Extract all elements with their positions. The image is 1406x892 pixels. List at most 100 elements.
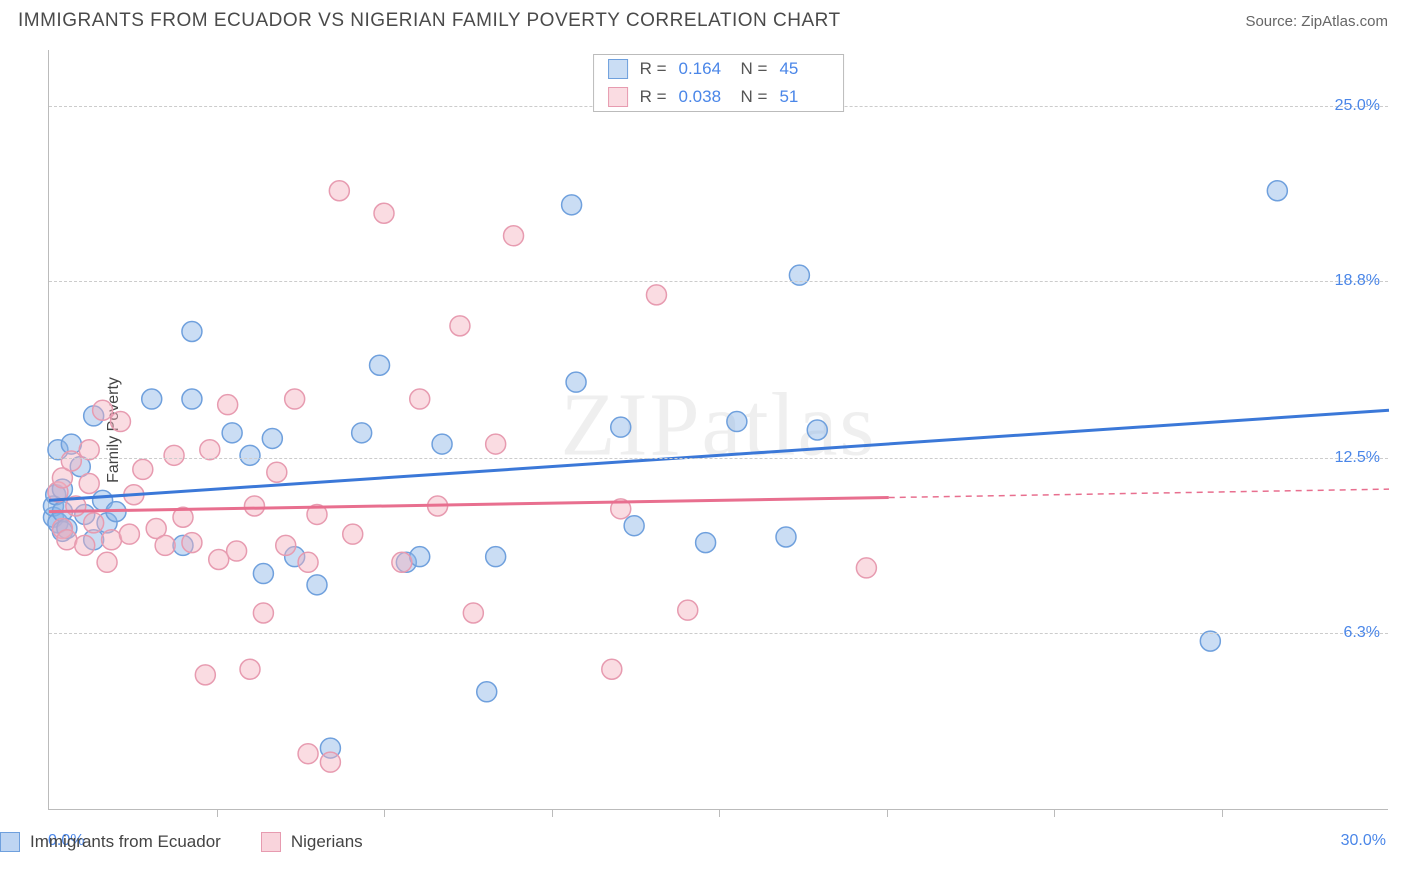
data-point [182, 533, 202, 553]
data-point [463, 603, 483, 623]
data-point [410, 547, 430, 567]
data-point [486, 434, 506, 454]
data-point [119, 524, 139, 544]
data-point [110, 412, 130, 432]
data-point [611, 417, 631, 437]
data-point [267, 462, 287, 482]
data-point [1200, 631, 1220, 651]
data-point [262, 428, 282, 448]
data-point [102, 530, 122, 550]
n-label: N = [741, 59, 768, 79]
data-point [253, 603, 273, 623]
data-point [646, 285, 666, 305]
data-point [285, 389, 305, 409]
y-tick-label: 25.0% [1335, 97, 1380, 115]
data-point [240, 445, 260, 465]
gridline [49, 458, 1388, 459]
n-value-nigerians: 51 [779, 87, 829, 107]
data-point [142, 389, 162, 409]
x-tick [217, 809, 218, 817]
data-point [155, 535, 175, 555]
data-point [1267, 181, 1287, 201]
x-tick [1054, 809, 1055, 817]
data-point [776, 527, 796, 547]
data-point [602, 659, 622, 679]
data-point [253, 564, 273, 584]
data-point [432, 434, 452, 454]
chart-plot-area: Family Poverty ZIPatlas R = 0.164 N = 45… [48, 50, 1388, 810]
data-point [195, 665, 215, 685]
data-point [133, 459, 153, 479]
data-point [329, 181, 349, 201]
data-point [93, 400, 113, 420]
data-point [727, 412, 747, 432]
legend-label-nigerians: Nigerians [291, 832, 363, 852]
data-point [696, 533, 716, 553]
data-point [79, 440, 99, 460]
data-point [450, 316, 470, 336]
data-point [244, 496, 264, 516]
data-point [298, 744, 318, 764]
data-point [320, 752, 340, 772]
legend-item-nigerians: Nigerians [261, 832, 363, 852]
chart-title: IMMIGRANTS FROM ECUADOR VS NIGERIAN FAMI… [18, 10, 841, 32]
data-point [624, 516, 644, 536]
y-tick-label: 6.3% [1344, 624, 1380, 642]
y-tick-label: 12.5% [1335, 449, 1380, 467]
data-point [856, 558, 876, 578]
data-point [79, 473, 99, 493]
data-point [218, 395, 238, 415]
data-point [307, 575, 327, 595]
n-value-ecuador: 45 [779, 59, 829, 79]
r-label: R = [640, 59, 667, 79]
correlation-legend: R = 0.164 N = 45 R = 0.038 N = 51 [593, 54, 845, 112]
data-point [222, 423, 242, 443]
data-point [374, 203, 394, 223]
swatch-ecuador [608, 59, 628, 79]
data-point [209, 549, 229, 569]
n-label: N = [741, 87, 768, 107]
data-point [75, 535, 95, 555]
x-tick [384, 809, 385, 817]
data-point [562, 195, 582, 215]
y-tick-label: 18.8% [1335, 272, 1380, 290]
swatch-nigerians [608, 87, 628, 107]
data-point [504, 226, 524, 246]
data-point [182, 389, 202, 409]
legend-row-nigerians: R = 0.038 N = 51 [594, 83, 844, 111]
source-attribution: Source: ZipAtlas.com [1245, 13, 1388, 30]
x-tick [1222, 809, 1223, 817]
data-point [352, 423, 372, 443]
gridline [49, 281, 1388, 282]
data-point [97, 552, 117, 572]
data-point [200, 440, 220, 460]
x-tick [719, 809, 720, 817]
scatter-svg [49, 50, 1388, 809]
data-point [370, 355, 390, 375]
x-tick [887, 809, 888, 817]
trend-line-extrapolated [889, 489, 1389, 497]
data-point [61, 451, 81, 471]
swatch-nigerians [261, 832, 281, 852]
data-point [807, 420, 827, 440]
r-value-nigerians: 0.038 [679, 87, 729, 107]
r-label: R = [640, 87, 667, 107]
swatch-ecuador [0, 832, 20, 852]
legend-row-ecuador: R = 0.164 N = 45 [594, 55, 844, 83]
data-point [789, 265, 809, 285]
data-point [298, 552, 318, 572]
data-point [164, 445, 184, 465]
data-point [227, 541, 247, 561]
title-bar: IMMIGRANTS FROM ECUADOR VS NIGERIAN FAMI… [0, 0, 1406, 38]
data-point [486, 547, 506, 567]
data-point [410, 389, 430, 409]
data-point [678, 600, 698, 620]
x-tick [552, 809, 553, 817]
data-point [57, 530, 77, 550]
data-point [276, 535, 296, 555]
gridline [49, 633, 1388, 634]
data-point [477, 682, 497, 702]
series-legend: Immigrants from Ecuador Nigerians [0, 832, 1406, 852]
trend-line [49, 498, 889, 512]
data-point [182, 321, 202, 341]
